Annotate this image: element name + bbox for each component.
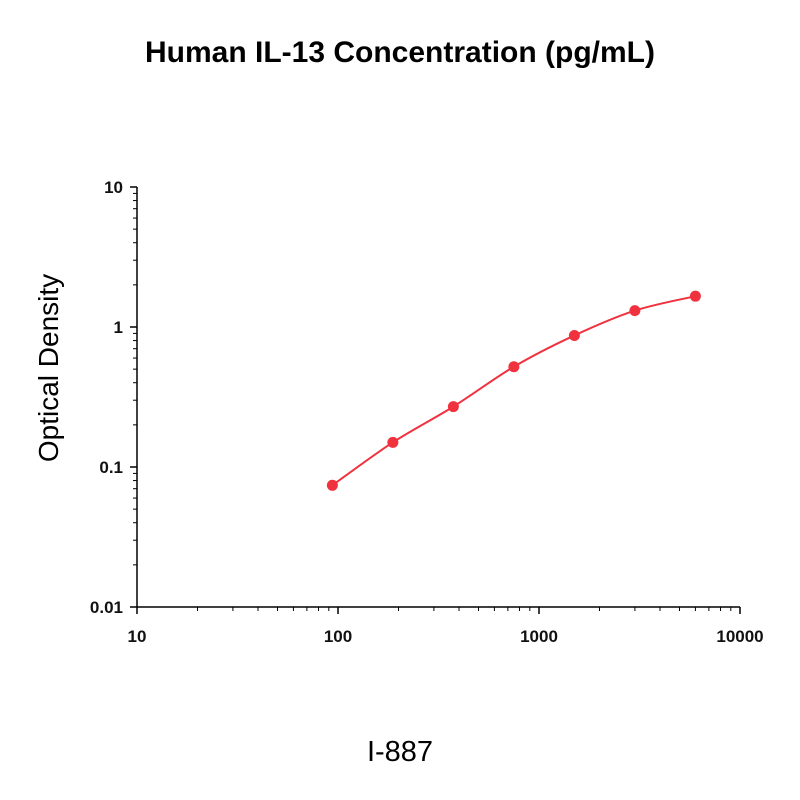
data-point xyxy=(387,436,399,448)
axes xyxy=(136,187,740,608)
data-points xyxy=(326,290,701,491)
y-axis-title: Optical Density xyxy=(33,274,64,462)
data-point xyxy=(629,305,641,317)
y-tick-label: 0.01 xyxy=(90,598,123,617)
y-tick-label: 1 xyxy=(114,318,123,337)
x-tick-label: 10000 xyxy=(716,627,763,646)
fit-curve xyxy=(331,295,696,487)
data-point xyxy=(568,329,580,341)
data-point xyxy=(508,361,520,373)
x-tick-label: 1000 xyxy=(520,627,558,646)
axis-tick-labels: 10 100 1000 10000 10 1 0.1 0.01 xyxy=(90,178,764,646)
axis-ticks xyxy=(130,186,741,614)
data-point xyxy=(326,479,338,491)
y-tick-label: 0.1 xyxy=(99,458,123,477)
figure-footer-label: I-887 xyxy=(366,736,434,768)
data-point xyxy=(447,401,459,413)
x-tick-label: 100 xyxy=(324,627,352,646)
data-point xyxy=(689,290,701,302)
y-tick-label: 10 xyxy=(104,178,123,197)
x-tick-label: 10 xyxy=(128,627,147,646)
chart-title: Human IL-13 Concentration (pg/mL) xyxy=(145,36,655,69)
